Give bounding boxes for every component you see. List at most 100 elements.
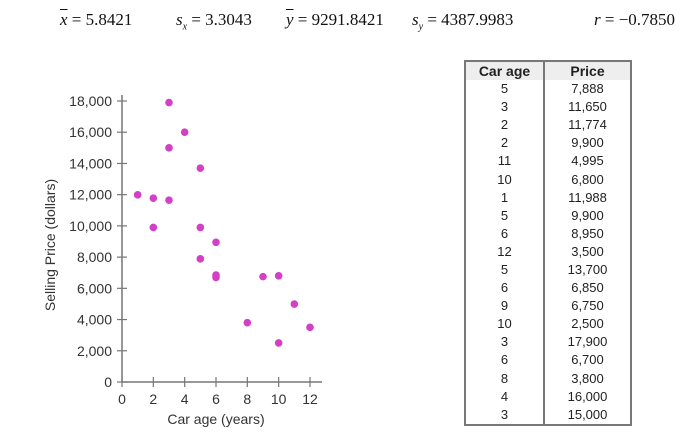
table-row: 5 9,900 [465,206,631,225]
table-row: 3 17,900 [465,333,631,352]
price-cell: 6,850 [571,280,604,296]
x-tick-label: 6 [212,391,220,407]
table-row: 4 16,000 [465,387,631,406]
car-age-cell: 5 [465,80,545,99]
y-tick-label: 16,000 [69,124,112,140]
car-age-cell: 4 [465,387,545,406]
car-age-cell: 5 [465,206,545,225]
price-cell: 13,700 [567,261,608,277]
y-tick-label: 10,000 [69,218,112,234]
table-row: 6 6,700 [465,351,631,370]
data-point [165,196,173,204]
car-age-cell: 2 [465,134,545,153]
car-age-cell: 5 [465,260,545,280]
data-point [212,273,220,282]
column-header-car-age: Car age [465,61,545,80]
data-point [243,318,252,327]
price-cell: 9,900 [571,135,604,151]
table-row: 6 8,950 [465,224,631,243]
table-row: 5 13,700 [465,260,631,280]
price-cell: 11,988 [568,189,607,205]
table-row: 1 11,988 [465,188,631,207]
x-axis-label: Car age (years) [167,411,264,427]
table-row: 3 11,650 [465,98,631,117]
price-cell: 6,750 [571,298,604,314]
data-point [133,191,142,199]
table-row: 3 15,000 [465,405,631,425]
y-tick-label: 8,000 [77,249,112,265]
y-tick-label: 12,000 [69,187,112,203]
car-age-cell: 2 [465,116,545,135]
car-age-cell: 3 [465,333,545,352]
price-cell: 11,650 [568,99,607,115]
data-table: Car age Price 5 7,888 3 11,650 2 11,774 2 9,900… [464,60,632,426]
car-age-cell: 11 [465,152,545,171]
car-age-cell: 9 [465,297,545,316]
y-tick-label: 0 [104,374,112,390]
data-point [180,128,189,137]
y-tick-label: 4,000 [77,312,112,328]
stat-correlation: r = −0.7850 [594,10,676,29]
data-point [196,223,205,232]
stat-y-mean: y = 9291.8421 [286,10,384,29]
table-row: 10 6,800 [465,170,631,189]
price-cell: 3,800 [571,370,604,386]
data-point [274,272,283,280]
price-cell: 4,995 [571,153,604,169]
data-point [196,164,205,172]
car-age-cell: 10 [465,170,545,189]
x-tick-label: 8 [243,391,251,407]
car-age-cell: 8 [465,369,545,388]
x-tick-label: 12 [302,391,318,407]
data-point [306,323,314,332]
data-point [259,272,267,281]
price-cell: 8,950 [571,225,604,241]
car-age-cell: 3 [465,98,545,117]
table-row: 9 6,750 [465,297,631,316]
y-tick-label: 18,000 [69,93,112,109]
car-age-cell: 1 [465,188,545,207]
y-tick-label: 6,000 [77,280,112,296]
y-tick-label: 14,000 [69,155,112,171]
car-age-cell: 6 [465,279,545,298]
data-point [196,255,205,263]
price-cell: 2,500 [571,316,604,332]
table-row: 10 2,500 [465,315,631,334]
price-cell: 17,900 [567,334,608,350]
scatter-plot: 0 2,000 4,000 6,000 8,000 10,000 12,000 14,000 1… [42,93,322,427]
data-point [212,238,220,247]
x-tick-label: 0 [118,391,126,407]
data-point [165,144,173,152]
price-cell: 6,700 [571,352,604,368]
price-cell: 3,500 [571,243,604,259]
car-age-cell: 6 [465,224,545,243]
car-age-cell: 12 [465,242,545,261]
x-tick-label: 2 [149,391,157,407]
price-cell: 7,888 [571,81,604,97]
y-tick-label: 2,000 [77,343,112,359]
table-row: 6 6,850 [465,279,631,298]
stat-y-sd: sy = 4387.9983 [412,10,514,33]
data-point [165,98,173,107]
data-point [274,339,283,347]
price-cell: 6,800 [571,171,604,187]
stat-x-mean: x = 5.8421 [60,10,133,29]
table-row: 12 3,500 [465,242,631,261]
x-tick-label: 4 [181,391,189,407]
car-age-cell: 3 [465,405,545,425]
price-cell: 16,000 [567,388,608,404]
car-age-cell: 6 [465,351,545,370]
table-row: 5 7,888 [465,80,631,99]
y-axis-label: Selling Price (dollars) [42,179,58,311]
table-row: 11 4,995 [465,152,631,171]
car-age-cell: 10 [465,315,545,334]
price-cell: 9,900 [571,207,604,223]
table-row: 8 3,800 [465,369,631,388]
price-cell: 11,774 [568,117,607,133]
table-row: 2 11,774 [465,116,631,135]
price-cell: 15,000 [567,406,608,422]
data-point [149,223,158,232]
data-point [290,300,299,308]
stat-x-sd: sx = 3.3043 [176,10,252,33]
table-row: 2 9,900 [465,134,631,153]
